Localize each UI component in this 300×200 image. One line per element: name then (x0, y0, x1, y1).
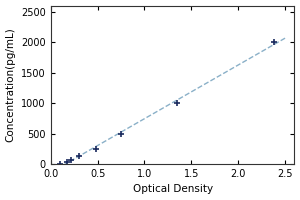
Y-axis label: Concentration(pg/mL): Concentration(pg/mL) (6, 27, 16, 142)
X-axis label: Optical Density: Optical Density (133, 184, 213, 194)
